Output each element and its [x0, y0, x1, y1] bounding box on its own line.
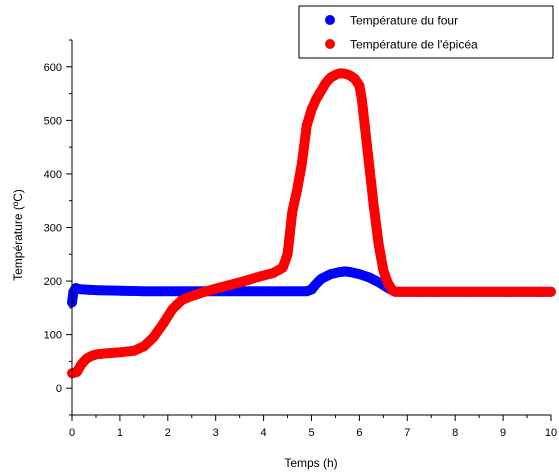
legend-marker-epicea [325, 39, 335, 49]
legend-label-epicea: Température de l'épicéa [350, 38, 478, 52]
legend: Température du four Température de l'épi… [298, 5, 554, 59]
y-tick-label: 0 [56, 383, 62, 395]
x-tick-label: 8 [452, 427, 458, 439]
x-tick-label: 9 [500, 427, 506, 439]
y-axis-title: Température (ºC) [11, 189, 25, 281]
x-tick-label: 2 [165, 427, 171, 439]
data-point [546, 286, 556, 297]
y-tick-label: 200 [44, 276, 62, 288]
x-tick-label: 6 [356, 427, 362, 439]
x-tick-label: 7 [404, 427, 410, 439]
y-tick-label: 600 [44, 62, 62, 74]
y-tick-label: 100 [44, 330, 62, 342]
x-tick-label: 5 [308, 427, 314, 439]
x-tick-label: 1 [117, 427, 123, 439]
legend-label-four: Température du four [350, 14, 458, 28]
series-epicea [67, 68, 556, 379]
y-tick-label: 400 [44, 169, 62, 181]
x-tick-label: 10 [545, 427, 557, 439]
x-axis-title: Temps (h) [284, 456, 337, 470]
plot-area [67, 68, 556, 379]
x-tick-label: 0 [69, 427, 75, 439]
y-tick-label: 300 [44, 223, 62, 235]
legend-marker-four [325, 15, 335, 25]
y-tick-label: 500 [44, 115, 62, 127]
x-tick-label: 3 [213, 427, 219, 439]
x-tick-label: 4 [261, 427, 267, 439]
legend-box [298, 5, 554, 59]
